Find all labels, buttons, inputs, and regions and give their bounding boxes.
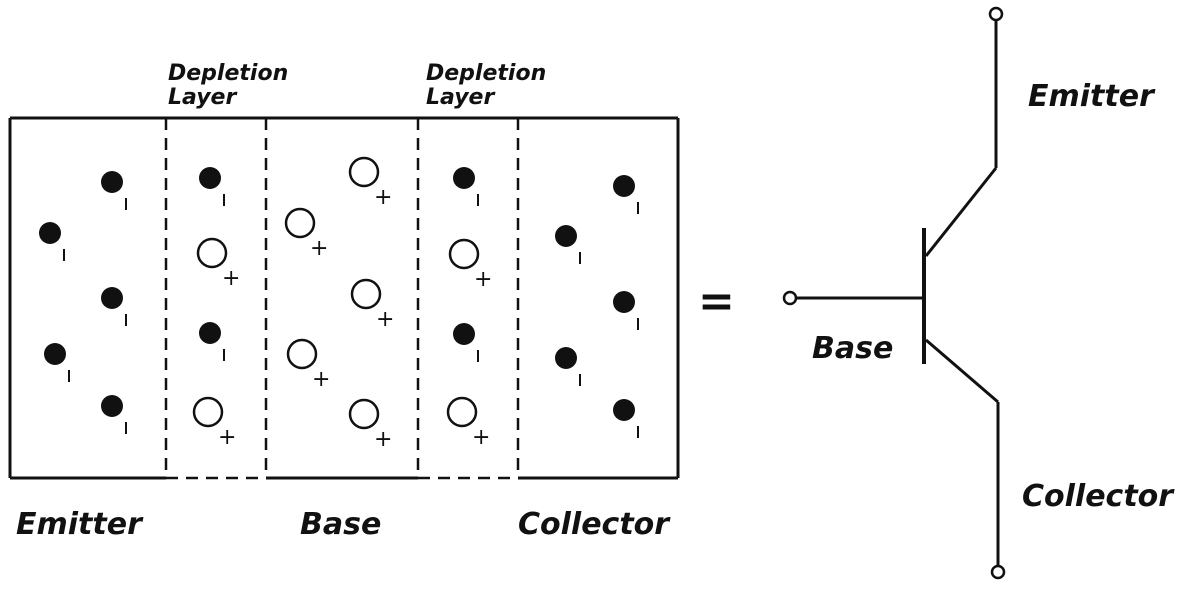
depletion-right-line2: Layer	[426, 85, 495, 110]
label-collector: Collector	[518, 507, 671, 542]
transistor-symbol	[782, 6, 1006, 580]
collector-terminal	[990, 564, 1006, 580]
charge-carriers: + + + + + + + + +	[39, 156, 639, 452]
hole-circle	[196, 237, 228, 269]
depletion-layer-right	[416, 118, 520, 480]
depletion-left-line2: Layer	[168, 85, 237, 110]
plus-sign: +	[312, 367, 330, 392]
hole-circle	[286, 338, 318, 370]
plus-sign: +	[374, 427, 392, 452]
electron-dot	[555, 225, 577, 247]
electron-dot	[555, 347, 577, 369]
plus-sign: +	[374, 185, 392, 210]
plus-sign: +	[474, 267, 492, 292]
hole-circle	[192, 396, 224, 428]
emitter-diagonal	[924, 167, 998, 257]
symbol-label-emitter: Emitter	[1028, 79, 1156, 114]
hole-circle	[348, 398, 380, 430]
electron-dot	[39, 222, 61, 244]
electron-dot	[199, 167, 221, 189]
electron-dot	[453, 167, 475, 189]
semiconductor-block	[8, 116, 680, 480]
hole-circle	[284, 207, 316, 239]
electron-dot	[101, 287, 123, 309]
label-emitter: Emitter	[16, 507, 144, 542]
electron-dot	[613, 399, 635, 421]
symbol-label-base: Base	[812, 331, 893, 366]
plus-sign: +	[310, 236, 328, 261]
electron-dot	[199, 322, 221, 344]
hole-circle	[448, 238, 480, 270]
base-terminal	[782, 290, 798, 306]
depletion-right-line1: Depletion	[426, 61, 546, 86]
electron-dot	[613, 291, 635, 313]
hole-circle	[348, 156, 380, 188]
electron-dot	[453, 323, 475, 345]
hole-circle	[350, 278, 382, 310]
electron-dot	[101, 171, 123, 193]
symbol-label-collector: Collector	[1022, 479, 1175, 514]
plus-sign: +	[472, 425, 490, 450]
electron-dot	[613, 175, 635, 197]
emitter-terminal	[988, 6, 1004, 22]
plus-sign: +	[218, 425, 236, 450]
electron-dot	[101, 395, 123, 417]
equals-sign: =	[698, 276, 735, 327]
depletion-left-line1: Depletion	[168, 61, 288, 86]
plus-sign: +	[376, 307, 394, 332]
hole-circle	[446, 396, 478, 428]
label-base: Base	[300, 507, 381, 542]
depletion-layer-left	[164, 118, 268, 480]
collector-diagonal	[925, 338, 999, 404]
electron-dot	[44, 343, 66, 365]
plus-sign: +	[222, 266, 240, 291]
